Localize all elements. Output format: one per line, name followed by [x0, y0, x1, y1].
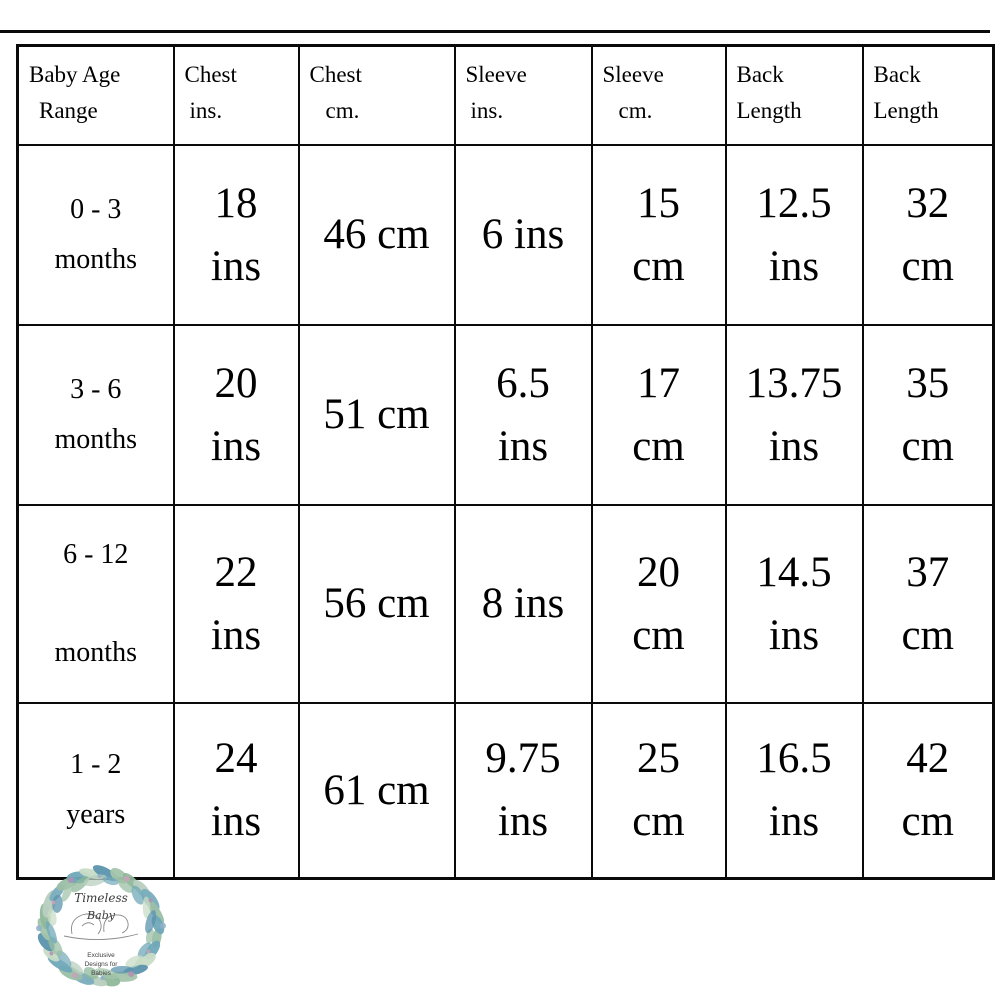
border-gap-artifact [496, 684, 507, 691]
header-line2: Range [39, 98, 98, 124]
header-back-length-cm: Back Length [861, 44, 995, 146]
wreath-logo-graphic: Timeless Baby Exclusive Designs for Babi… [36, 865, 166, 987]
chest-cm-cell: 56 cm [297, 503, 456, 704]
back-length-cm-cell: 35 cm [861, 323, 995, 506]
header-back-length-ins: Back Length [724, 44, 864, 146]
header-line2: cm. [618, 98, 653, 124]
table-row: 0 - 3 months 18 ins 46 cm 6 ins 15 cm 12… [16, 143, 995, 326]
age-range-cell: 3 - 6 months [16, 323, 175, 506]
chest-ins-cell: 24 ins [172, 701, 300, 880]
chest-cm-cell: 51 cm [297, 323, 456, 506]
tagline-line3: Babies [91, 970, 112, 977]
sleeve-cm-cell: 15 cm [590, 143, 727, 326]
brand-name-line2: Baby [86, 909, 116, 922]
sleeping-baby-sketch-icon [63, 913, 139, 941]
tagline-line1: Exclusive [87, 952, 115, 959]
header-line1: Back [873, 62, 921, 88]
back-length-ins-cell: 12.5 ins [724, 143, 864, 326]
header-line1: Sleeve [602, 62, 664, 88]
header-sleeve-ins: Sleeve ins. [453, 44, 593, 146]
header-chest-cm: Chest cm. [297, 44, 456, 146]
chest-cm-cell: 46 cm [297, 143, 456, 326]
sleeve-ins-cell: 9.75 ins [453, 701, 593, 880]
brand-name-line1: Timeless [74, 891, 128, 905]
table-row: 3 - 6 months 20 ins 51 cm 6.5 ins 17 cm … [16, 323, 995, 506]
header-row: Baby Age Range Chest ins. Chest cm. Sleeve i… [16, 44, 995, 146]
header-line2: ins. [470, 98, 504, 124]
chest-ins-cell: 22 ins [172, 503, 300, 704]
header-line2: Length [736, 98, 802, 124]
back-length-ins-cell: 14.5 ins [724, 503, 864, 704]
table-row: 6 - 12 months 22 ins 56 cm 8 ins 20 cm 1… [16, 503, 995, 704]
back-length-cm-cell: 37 cm [861, 503, 995, 704]
chest-ins-cell: 20 ins [172, 323, 300, 506]
back-length-cm-cell: 32 cm [861, 143, 995, 326]
header-line2: ins. [189, 98, 223, 124]
header-sleeve-cm: Sleeve cm. [590, 44, 727, 146]
baby-size-chart-table: Baby Age Range Chest ins. Chest cm. Sleeve i… [16, 44, 995, 880]
header-line2: Length [873, 98, 939, 124]
age-range-cell: 1 - 2 years [16, 701, 175, 880]
back-length-cm-cell: 42 cm [861, 701, 995, 880]
timeless-baby-logo: Timeless Baby Exclusive Designs for Babi… [22, 856, 180, 996]
sleeve-ins-cell: 6.5 ins [453, 323, 593, 506]
header-line1: Chest [309, 62, 362, 88]
header-line1: Sleeve [465, 62, 527, 88]
header-line1: Chest [184, 62, 237, 88]
tagline-line2: Designs for [85, 961, 119, 968]
chest-cm-cell: 61 cm [297, 701, 456, 880]
header-baby-age-range: Baby Age Range [16, 44, 175, 146]
age-range-cell: 6 - 12 months [16, 503, 175, 704]
sleeve-cm-cell: 25 cm [590, 701, 727, 880]
header-line1: Baby Age [29, 62, 121, 88]
sleeve-ins-cell: 6 ins [453, 143, 593, 326]
header-chest-ins: Chest ins. [172, 44, 300, 146]
back-length-ins-cell: 16.5 ins [724, 701, 864, 880]
sleeve-ins-cell: 8 ins [453, 503, 593, 704]
header-line1: Back [736, 62, 784, 88]
header-line2: cm. [325, 98, 360, 124]
back-length-ins-cell: 13.75 ins [724, 323, 864, 506]
sleeve-cm-cell: 17 cm [590, 323, 727, 506]
sleeve-cm-cell: 20 cm [590, 503, 727, 704]
top-rule-divider [0, 30, 990, 33]
watercolor-wreath-icon [36, 865, 166, 987]
chest-ins-cell: 18 ins [172, 143, 300, 326]
age-range-cell: 0 - 3 months [16, 143, 175, 326]
table-row: 1 - 2 years 24 ins 61 cm 9.75 ins 25 cm … [16, 701, 995, 880]
